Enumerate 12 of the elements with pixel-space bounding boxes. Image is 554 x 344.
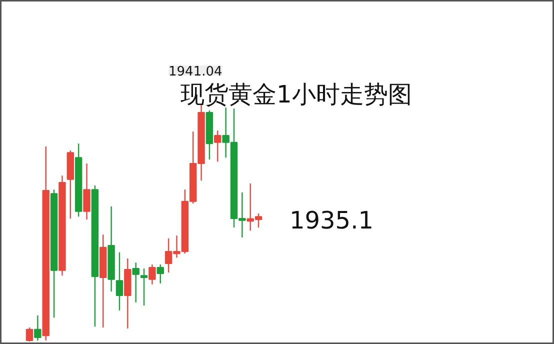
candlestick [26, 326, 34, 342]
text: 1935.1 [290, 206, 374, 234]
candlestick [156, 264, 164, 284]
candlestick [116, 252, 124, 312]
candlestick [132, 262, 140, 303]
candlestick [83, 162, 90, 220]
candlestick [140, 268, 148, 306]
candlestick [214, 130, 222, 162]
candlestick [148, 264, 156, 285]
chart-title: 现货黄金1小时走势图 [180, 80, 412, 108]
candlestick [34, 314, 42, 342]
text: 1941.04 [168, 64, 222, 80]
